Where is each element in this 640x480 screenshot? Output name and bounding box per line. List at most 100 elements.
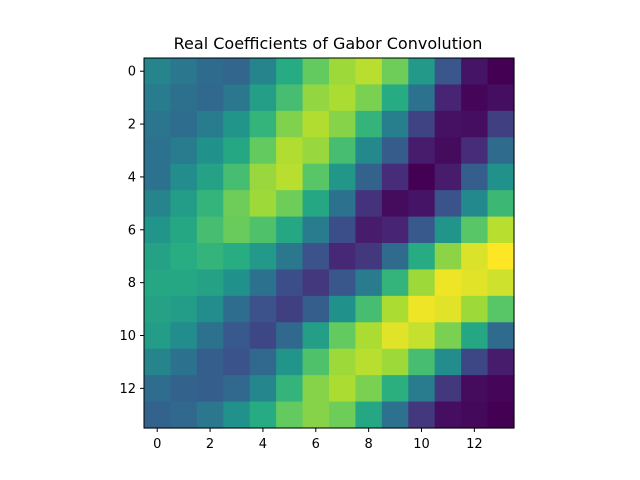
heatmap-cell: [329, 322, 357, 350]
heatmap-cell: [144, 295, 172, 323]
heatmap-cell: [487, 269, 515, 297]
heatmap-cell: [434, 137, 462, 165]
heatmap-cell: [487, 84, 515, 112]
heatmap-cell: [329, 375, 357, 403]
heatmap-cell: [355, 269, 383, 297]
heatmap-cell: [144, 216, 172, 244]
heatmap-cell: [329, 110, 357, 138]
heatmap-cell: [381, 269, 409, 297]
heatmap-cell: [223, 375, 251, 403]
heatmap-cell: [223, 401, 251, 429]
heatmap-cell: [144, 322, 172, 350]
heatmap-cell: [408, 243, 436, 271]
heatmap-cell: [461, 348, 489, 376]
heatmap-cell: [302, 375, 330, 403]
heatmap-cell: [223, 58, 251, 86]
heatmap-cell: [249, 348, 277, 376]
heatmap-cell: [170, 243, 198, 271]
heatmap-cell: [434, 269, 462, 297]
heatmap-cell: [223, 216, 251, 244]
heatmap-cell: [355, 163, 383, 191]
heatmap-cell: [196, 322, 224, 350]
heatmap-cell: [276, 348, 304, 376]
heatmap-cell: [276, 190, 304, 218]
heatmap-cell: [461, 190, 489, 218]
heatmap-cell: [408, 84, 436, 112]
heatmap-cell: [144, 110, 172, 138]
heatmap-cell: [302, 401, 330, 429]
y-tick-label: 12: [119, 382, 136, 397]
heatmap-cell: [434, 216, 462, 244]
y-axis: 0 2 4 6 8 10 12: [119, 65, 144, 397]
heatmap-cell: [302, 110, 330, 138]
heatmap-cell: [196, 375, 224, 403]
heatmap-cell: [302, 295, 330, 323]
heatmap-cell: [329, 137, 357, 165]
heatmap-cell: [408, 137, 436, 165]
heatmap-cell: [302, 58, 330, 86]
heatmap-cell: [170, 190, 198, 218]
axes-frame: [143, 57, 515, 429]
heatmap-cell: [170, 401, 198, 429]
heatmap-cell: [408, 110, 436, 138]
heatmap-cell: [329, 295, 357, 323]
heatmap-cell: [223, 348, 251, 376]
heatmap-cell: [487, 163, 515, 191]
heatmap-cell: [249, 216, 277, 244]
heatmap-cell: [487, 348, 515, 376]
heatmap-cell: [434, 348, 462, 376]
heatmap-cell: [276, 322, 304, 350]
heatmap-cell: [329, 84, 357, 112]
heatmap-cell: [355, 322, 383, 350]
heatmap-cell: [223, 110, 251, 138]
heatmap-cell: [144, 190, 172, 218]
heatmap-cell: [302, 243, 330, 271]
heatmap-cell: [276, 269, 304, 297]
heatmap-cell: [461, 375, 489, 403]
heatmap-cell: [144, 84, 172, 112]
x-tick-label: 2: [206, 437, 214, 452]
heatmap-cell: [302, 269, 330, 297]
heatmap-cell: [196, 243, 224, 271]
heatmap-cell: [223, 190, 251, 218]
heatmap-cell: [355, 375, 383, 403]
heatmap-cell: [329, 216, 357, 244]
heatmap-cell: [223, 269, 251, 297]
heatmap-cell: [408, 295, 436, 323]
heatmap-cell: [223, 84, 251, 112]
heatmap-cell: [276, 137, 304, 165]
heatmap-cell: [276, 401, 304, 429]
heatmap-cell: [461, 269, 489, 297]
heatmap-cell: [249, 243, 277, 271]
heatmap-cell: [381, 84, 409, 112]
heatmap-cell: [434, 58, 462, 86]
heatmap-cell: [461, 84, 489, 112]
heatmap-cell: [355, 137, 383, 165]
heatmap-cell: [302, 163, 330, 191]
x-tick-label: 0: [153, 437, 161, 452]
heatmap-cell: [276, 243, 304, 271]
heatmap-cell: [461, 110, 489, 138]
heatmap-cell: [434, 375, 462, 403]
heatmap-cell: [276, 84, 304, 112]
y-tick-label: 10: [119, 329, 136, 344]
heatmap-cell: [249, 401, 277, 429]
heatmap-cell: [461, 401, 489, 429]
heatmap-cell: [355, 190, 383, 218]
heatmap-cell: [144, 163, 172, 191]
heatmap-cell: [381, 375, 409, 403]
heatmap-cell: [487, 190, 515, 218]
heatmap-cell: [355, 348, 383, 376]
heatmap-cell: [487, 216, 515, 244]
y-tick-label: 2: [128, 118, 136, 133]
heatmap-cell: [223, 243, 251, 271]
x-tick-label: 12: [466, 437, 483, 452]
y-tick-label: 4: [128, 170, 136, 185]
heatmap-cell: [276, 110, 304, 138]
heatmap-cell: [461, 243, 489, 271]
heatmap-cell: [408, 348, 436, 376]
heatmap-cell: [434, 401, 462, 429]
heatmap-cell: [249, 137, 277, 165]
heatmap-cell: [249, 375, 277, 403]
heatmap-cell: [329, 190, 357, 218]
